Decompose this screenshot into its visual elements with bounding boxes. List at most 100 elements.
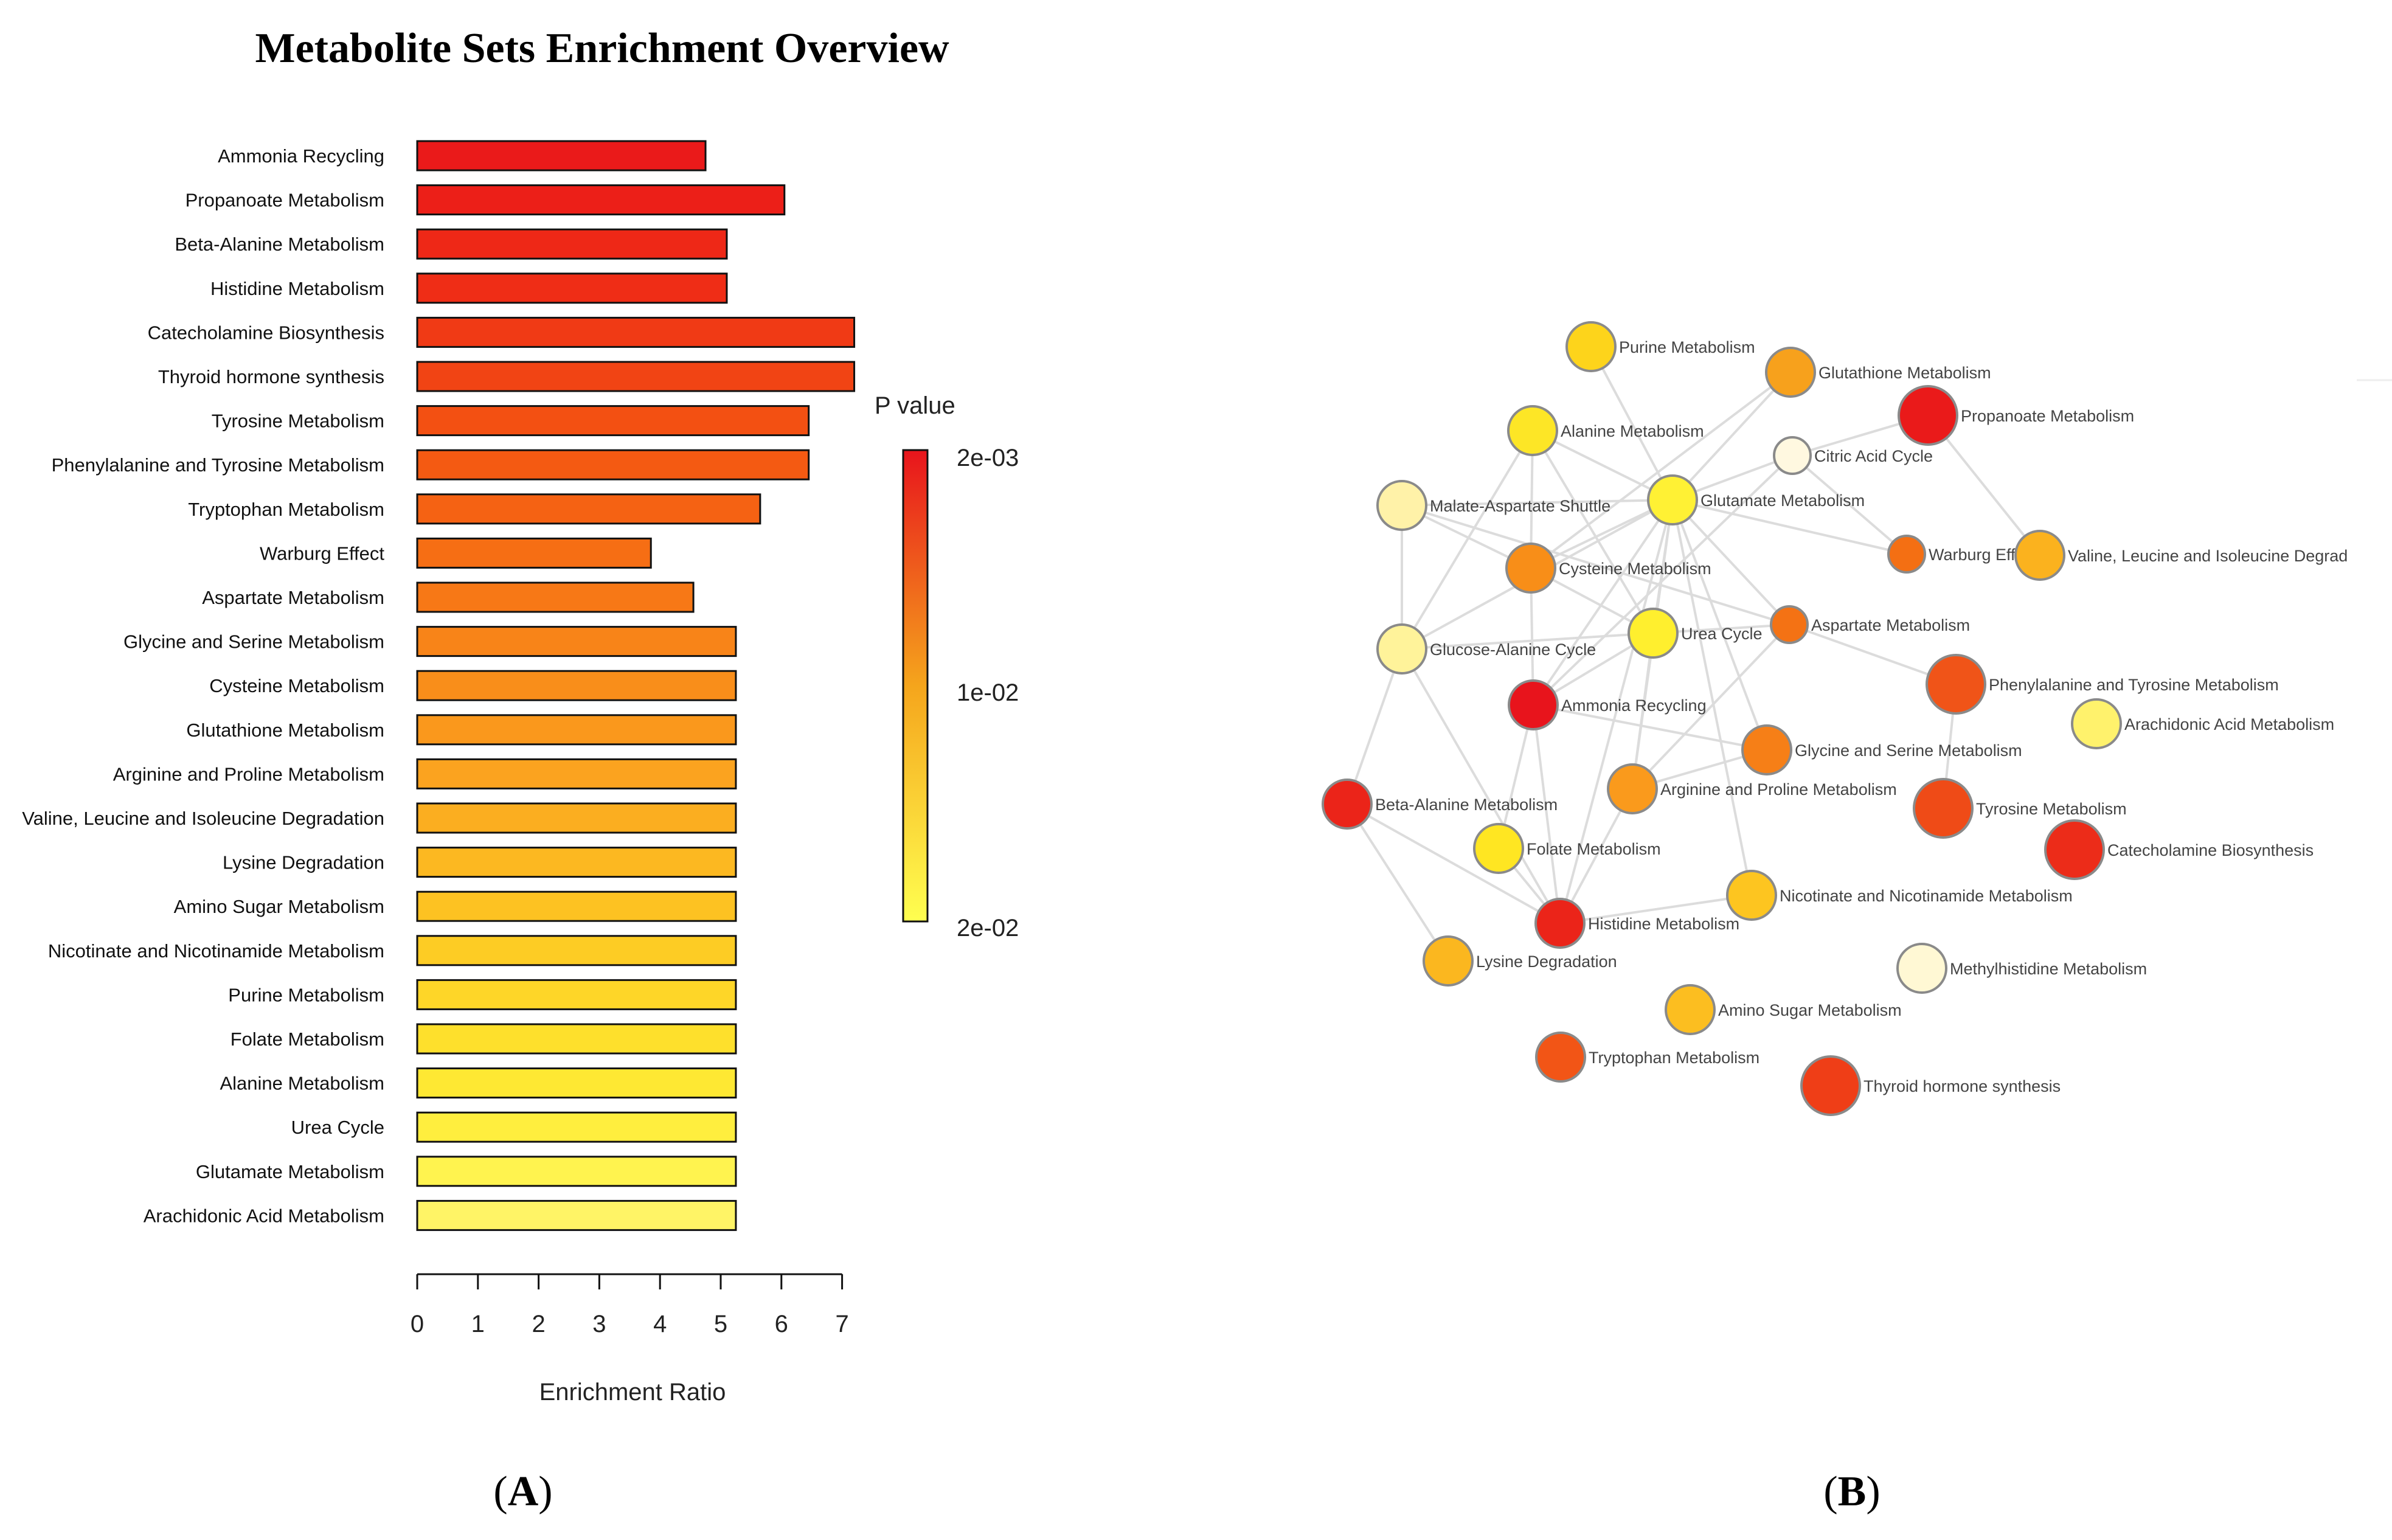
node-citric-acid-cycle xyxy=(1773,436,1812,475)
node-glutamate-metabolism xyxy=(1647,474,1698,525)
category-label-arachidonic-acid-metabolism: Arachidonic Acid Metabolism xyxy=(144,1205,384,1226)
legend-title: P value xyxy=(875,392,955,419)
node-label-propanoate-metabolism: Propanoate Metabolism xyxy=(1961,407,2134,425)
node-label-phenylalanine-and-tyrosine-metabolism: Phenylalanine and Tyrosine Metabolism xyxy=(1989,676,2279,694)
node-label-catecholamine-biosynthesis: Catecholamine Biosynthesis xyxy=(2107,841,2314,859)
bar-propanoate-metabolism xyxy=(416,184,786,216)
node-tyrosine-metabolism xyxy=(1913,778,1974,839)
node-urea-cycle xyxy=(1628,608,1679,659)
node-label-tryptophan-metabolism: Tryptophan Metabolism xyxy=(1589,1049,1759,1067)
node-aspartate-metabolism xyxy=(1770,605,1809,644)
bar-tyrosine-metabolism xyxy=(416,405,810,437)
edge-citric-acid-cycle-to-ammonia-recycling xyxy=(1532,454,1794,706)
edge-ammonia-recycling-to-glycine-and-serine-metabolism xyxy=(1533,704,1767,751)
legend-color-bar xyxy=(902,449,929,923)
category-label-folate-metabolism: Folate Metabolism xyxy=(231,1028,384,1050)
x-axis-label: Enrichment Ratio xyxy=(539,1379,726,1406)
legend-labels: 2e-03 1e-02 2e-02 xyxy=(957,445,1019,942)
node-alanine-metabolism xyxy=(1507,405,1558,456)
panel-label-a-letter: A xyxy=(508,1468,539,1515)
bar-alanine-metabolism xyxy=(416,1067,737,1099)
network-panel: Purine Metabolism Glutathione Metabolism P… xyxy=(1322,321,2392,1515)
bar-arachidonic-acid-metabolism xyxy=(416,1199,737,1231)
bar-beta-alanine-metabolism xyxy=(416,228,728,260)
x-tick-label-6: 6 xyxy=(775,1311,788,1337)
node-arginine-and-proline-metabolism xyxy=(1607,763,1658,814)
category-label-tryptophan-metabolism: Tryptophan Metabolism xyxy=(188,499,384,520)
bar-folate-metabolism xyxy=(416,1023,737,1055)
node-label-histidine-metabolism: Histidine Metabolism xyxy=(1588,915,1739,933)
chart-title: Metabolite Sets Enrichment Overview xyxy=(255,25,949,72)
x-tick-label-3: 3 xyxy=(592,1311,606,1337)
node-purine-metabolism xyxy=(1565,321,1617,372)
edge-alanine-metabolism-to-glutamate-metabolism xyxy=(1532,429,1673,501)
edge-purine-metabolism-to-glutamate-metabolism xyxy=(1590,346,1674,501)
node-label-folate-metabolism: Folate Metabolism xyxy=(1527,840,1661,858)
edge-glucose-alanine-cycle-to-urea-cycle xyxy=(1401,632,1654,650)
node-label-glutathione-metabolism: Glutathione Metabolism xyxy=(1818,364,1991,382)
node-folate-metabolism xyxy=(1473,823,1524,874)
bar-nicotinate-and-nicotinamide-metabolism xyxy=(416,935,737,966)
edge-beta-alanine-metabolism-to-lysine-degradation xyxy=(1346,803,1449,962)
edge-glutamate-metabolism-to-aspartate-metabolism xyxy=(1671,499,1791,626)
edge-aspartate-metabolism-to-arginine-and-proline-metabolism xyxy=(1631,623,1791,790)
category-label-alanine-metabolism: Alanine Metabolism xyxy=(220,1073,384,1094)
category-label-glutamate-metabolism: Glutamate Metabolism xyxy=(196,1161,384,1182)
x-tick-label-0: 0 xyxy=(411,1311,424,1337)
node-label-urea-cycle: Urea Cycle xyxy=(1681,625,1763,643)
category-label-valine-leucine-and-isoleucine-degradation: Valine, Leucine and Isoleucine Degradati… xyxy=(22,808,384,829)
bar-histidine-metabolism xyxy=(416,272,728,304)
node-ammonia-recycling xyxy=(1508,679,1559,730)
node-glycine-and-serine-metabolism xyxy=(1741,724,1792,775)
bar-purine-metabolism xyxy=(416,979,737,1010)
node-label-valine-leucine-and-isoleucine-degrad: Valine, Leucine and Isoleucine Degrad xyxy=(2068,547,2348,565)
bar-arginine-and-proline-metabolism xyxy=(416,758,737,789)
p-value-legend: P value 2e-03 1e-02 2e-02 xyxy=(875,392,1019,942)
category-label-ammonia-recycling: Ammonia Recycling xyxy=(218,145,384,167)
category-label-glycine-and-serine-metabolism: Glycine and Serine Metabolism xyxy=(123,631,384,653)
edge-ammonia-recycling-to-histidine-metabolism xyxy=(1532,704,1561,924)
category-label-tyrosine-metabolism: Tyrosine Metabolism xyxy=(212,411,384,432)
bar-urea-cycle xyxy=(416,1111,737,1143)
edge-malate-aspartate-shuttle-to-glutamate-metabolism xyxy=(1401,499,1673,507)
x-tick-label-1: 1 xyxy=(471,1311,485,1337)
bar-ammonia-recycling xyxy=(416,140,707,172)
edge-glutamate-metabolism-to-warburg-effect xyxy=(1672,499,1907,555)
node-tryptophan-metabolism xyxy=(1535,1032,1586,1083)
category-label-histidine-metabolism: Histidine Metabolism xyxy=(210,278,384,299)
category-label-beta-alanine-metabolism: Beta-Alanine Metabolism xyxy=(175,234,384,255)
bar-tryptophan-metabolism xyxy=(416,493,761,525)
edge-alanine-metabolism-to-glucose-alanine-cycle xyxy=(1401,429,1534,650)
node-arachidonic-acid-metabolism xyxy=(2071,698,2122,749)
bar-thyroid-hormone-synthesis xyxy=(416,361,856,392)
node-lysine-degradation xyxy=(1423,935,1474,987)
node-label-beta-alanine-metabolism: Beta-Alanine Metabolism xyxy=(1375,796,1558,814)
category-label-arginine-and-proline-metabolism: Arginine and Proline Metabolism xyxy=(113,763,384,785)
network-nodes: Purine Metabolism Glutathione Metabolism P… xyxy=(1322,321,2348,1116)
category-label-warburg-effect: Warburg Effect xyxy=(260,543,384,564)
bar-glutathione-metabolism xyxy=(416,714,737,746)
x-tick-label-4: 4 xyxy=(653,1311,667,1337)
legend-label-2e-02: 2e-02 xyxy=(957,915,1019,942)
legend-label-2e-03: 2e-03 xyxy=(957,445,1019,471)
panel-label-b: (B) xyxy=(1823,1468,1880,1515)
edge-citric-acid-cycle-to-warburg-effect xyxy=(1791,454,1908,555)
edge-malate-aspartate-shuttle-to-aspartate-metabolism xyxy=(1401,504,1790,626)
category-labels: Ammonia Recycling Propanoate Metabolism Be… xyxy=(22,145,384,1226)
node-propanoate-metabolism xyxy=(1898,385,1958,446)
node-label-malate-aspartate-shuttle: Malate-Aspartate Shuttle xyxy=(1430,497,1610,515)
legend-label-1e-02: 1e-02 xyxy=(957,679,1019,706)
node-phenylalanine-and-tyrosine-metabolism xyxy=(1926,654,1986,715)
bar-catecholamine-biosynthesis xyxy=(416,316,856,348)
category-label-aspartate-metabolism: Aspartate Metabolism xyxy=(202,587,384,608)
x-tick-label-5: 5 xyxy=(714,1311,727,1337)
node-label-arachidonic-acid-metabolism: Arachidonic Acid Metabolism xyxy=(2124,715,2334,734)
edge-nicotinate-and-nicotinamide-metabolism-to-histidine-metabolism xyxy=(1559,894,1752,924)
node-label-methylhistidine-metabolism: Methylhistidine Metabolism xyxy=(1950,960,2147,978)
category-label-thyroid-hormone-synthesis: Thyroid hormone synthesis xyxy=(158,366,384,387)
category-label-catecholamine-biosynthesis: Catecholamine Biosynthesis xyxy=(148,322,384,343)
category-label-lysine-degradation: Lysine Degradation xyxy=(223,852,384,873)
bar-lysine-degradation xyxy=(416,847,737,878)
bar-warburg-effect xyxy=(416,537,652,569)
